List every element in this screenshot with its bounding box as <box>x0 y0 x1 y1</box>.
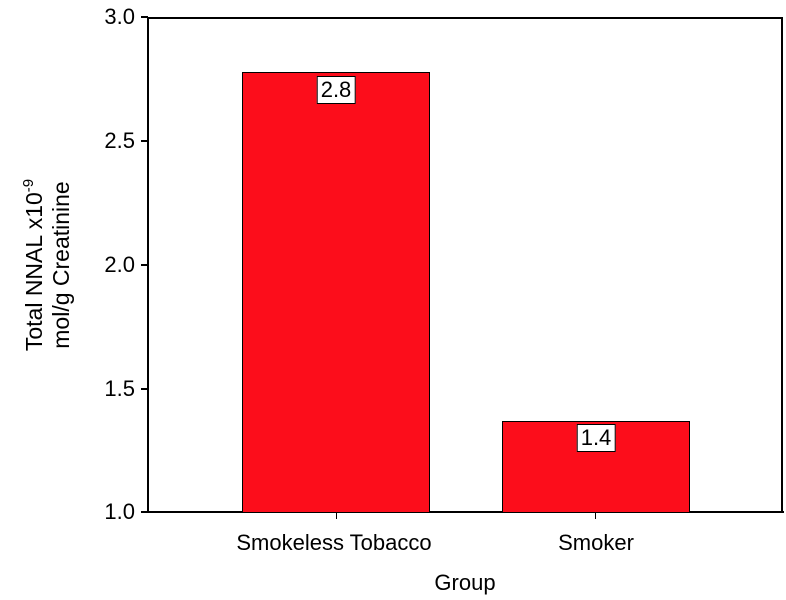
data-label-smokeless-tobacco: 2.8 <box>316 76 356 104</box>
y-axis-title-line1: Total NNAL x10 <box>21 192 47 352</box>
y-axis-title-exponent: -9 <box>20 178 37 193</box>
y-tick <box>141 16 148 18</box>
x-tick-label: Smoker <box>558 530 634 555</box>
y-tick <box>141 140 148 142</box>
x-axis-title: Group <box>434 570 496 595</box>
bar-smokeless-tobacco <box>242 72 430 513</box>
y-axis-title: Total NNAL x10-9 mol/g Creatinine <box>20 178 75 352</box>
y-axis <box>147 17 149 513</box>
x-tick <box>595 513 596 519</box>
plot-frame <box>148 17 783 512</box>
y-axis-title-line2: mol/g Creatinine <box>48 181 74 349</box>
y-tick <box>141 511 148 513</box>
y-tick-label: 3.0 <box>104 4 135 29</box>
y-tick-label: 2.0 <box>104 252 135 277</box>
y-tick-label: 2.5 <box>104 128 135 153</box>
x-axis <box>147 511 784 513</box>
x-tick-label: Smokeless Tobacco <box>236 530 432 555</box>
y-tick-label: 1.0 <box>104 499 135 524</box>
data-label-smoker: 1.4 <box>576 424 616 452</box>
y-tick-label: 1.5 <box>104 376 135 401</box>
y-tick <box>141 264 148 266</box>
x-tick <box>336 513 337 519</box>
y-tick <box>141 388 148 390</box>
